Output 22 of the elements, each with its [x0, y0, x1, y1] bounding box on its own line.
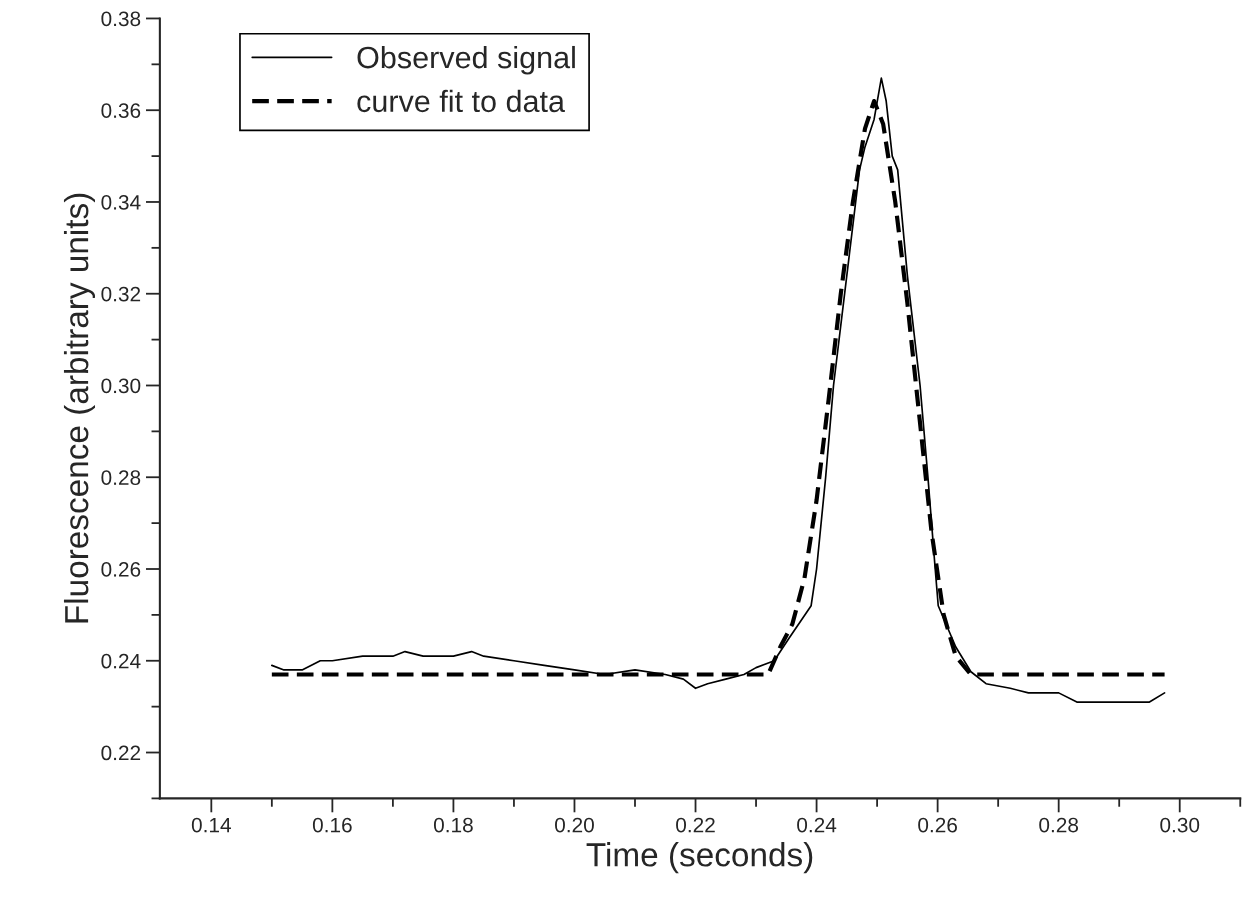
legend-label: curve fit to data — [357, 89, 565, 113]
x-tick-label: 0.28 — [1039, 817, 1079, 833]
y-tick-label: 0.28 — [101, 470, 141, 485]
y-tick-label: 0.38 — [101, 11, 141, 27]
x-tick-label: 0.18 — [433, 817, 473, 833]
y-tick-label: 0.32 — [101, 286, 141, 302]
x-tick-label: 0.16 — [312, 817, 352, 833]
y-tick-label: 0.34 — [101, 194, 141, 210]
y-tick-label: 0.30 — [101, 378, 141, 394]
x-tick-label: 0.14 — [191, 817, 231, 833]
x-tick-label: 0.26 — [918, 817, 957, 833]
y-axis-title: Fluorescence (arbitrary units) — [63, 193, 96, 623]
x-tick-label: 0.22 — [676, 817, 715, 833]
x-axis-title: Time (seconds) — [586, 842, 813, 874]
y-tick-label: 0.36 — [101, 103, 141, 118]
y-tick-label: 0.26 — [101, 562, 141, 577]
x-tick-label: 0.30 — [1160, 817, 1200, 833]
x-tick-label: 0.20 — [555, 817, 594, 833]
y-tick-label: 0.22 — [101, 745, 141, 761]
y-tick-label: 0.24 — [101, 653, 141, 669]
legend-label: Observed signal — [357, 45, 575, 75]
x-tick-label: 0.24 — [797, 817, 837, 833]
